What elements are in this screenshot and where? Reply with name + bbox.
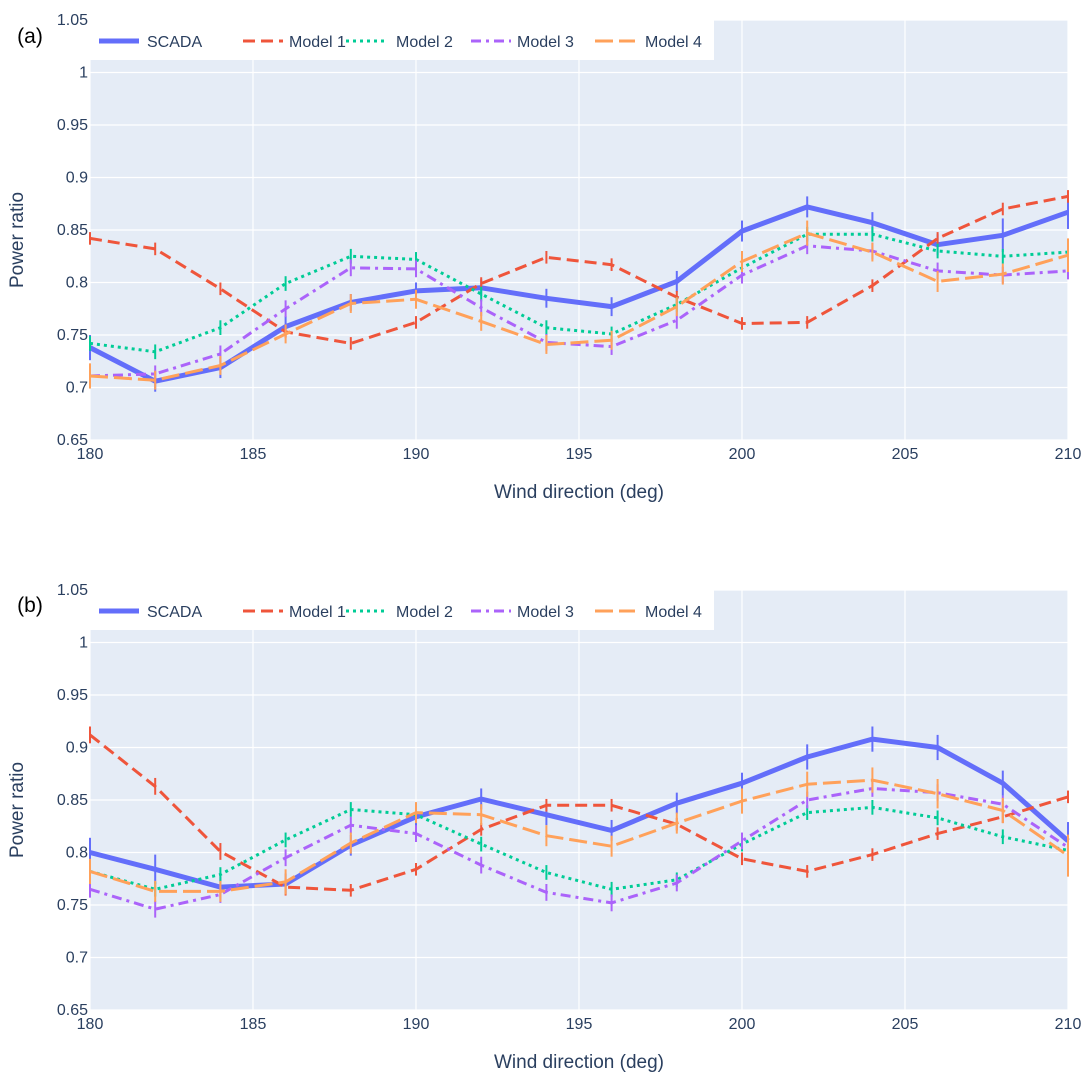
y-axis-title: Power ratio	[7, 762, 28, 858]
y-tick-label: 0.9	[66, 170, 88, 187]
y-tick-label: 0.75	[57, 897, 88, 914]
legend-label: Model 3	[517, 604, 574, 621]
legend-label: SCADA	[147, 34, 202, 51]
y-tick-label: 0.95	[57, 687, 88, 704]
x-tick-label: 205	[892, 1016, 919, 1033]
x-tick-label: 190	[403, 446, 430, 463]
x-tick-label: 200	[729, 1016, 756, 1033]
y-tick-label: 0.85	[57, 222, 88, 239]
legend-label: Model 3	[517, 34, 574, 51]
panel-label: (a)	[17, 25, 43, 48]
x-tick-label: 195	[566, 1016, 593, 1033]
legend-label: Model 4	[645, 604, 702, 621]
x-tick-label: 185	[240, 1016, 267, 1033]
legend-label: Model 1	[289, 604, 346, 621]
series-line	[89, 244, 1069, 378]
x-tick-label: 180	[77, 1016, 104, 1033]
y-axis-title: Power ratio	[7, 192, 28, 288]
series-model-4	[89, 220, 1069, 390]
series-model-1	[89, 726, 1069, 897]
legend: SCADA Model 1 Model 2 Model 3 Model 4	[90, 20, 714, 60]
legend-label: SCADA	[147, 604, 202, 621]
y-tick-label: 0.9	[66, 740, 88, 757]
legend: SCADA Model 1 Model 2 Model 3 Model 4	[90, 590, 714, 630]
y-tick-label: 1.05	[57, 582, 88, 599]
y-tick-label: 0.8	[66, 275, 88, 292]
y-tick-label: 0.65	[57, 432, 88, 449]
series-line	[89, 778, 1069, 893]
legend-label: Model 2	[396, 604, 453, 621]
legend-label: Model 1	[289, 34, 346, 51]
series-line	[88, 204, 1069, 384]
x-tick-label: 205	[892, 446, 919, 463]
x-tick-label: 200	[729, 446, 756, 463]
y-tick-label: 0.85	[57, 792, 88, 809]
panel-label: (b)	[17, 594, 43, 617]
panel-a-chart: 180 185 190 195 200 205 210 0.65 0.7 0.75 0.8 0.85 0…	[7, 12, 1081, 503]
y-tick-label: 0.65	[57, 1002, 88, 1019]
x-tick-label: 190	[403, 1016, 430, 1033]
series-line	[89, 733, 1069, 892]
legend-label: Model 2	[396, 34, 453, 51]
y-tick-label: 1	[79, 65, 88, 82]
y-tick-label: 0.7	[66, 380, 88, 397]
y-tick-label: 0.95	[57, 117, 88, 134]
panel-b-chart: 180 185 190 195 200 205 210 0.65 0.7 0.75 0.8 0.85 0…	[7, 582, 1081, 1073]
series-model-4	[89, 767, 1069, 902]
y-tick-label: 1.05	[57, 12, 88, 29]
legend-label: Model 4	[645, 34, 702, 51]
series-line	[89, 736, 1070, 890]
x-axis-title: Wind direction (deg)	[494, 482, 664, 503]
series-line	[89, 231, 1069, 382]
x-tick-label: 210	[1055, 1016, 1082, 1033]
x-axis-title: Wind direction (deg)	[494, 1052, 664, 1073]
series-line	[89, 787, 1069, 911]
x-tick-label: 180	[77, 446, 104, 463]
y-tick-label: 0.8	[66, 845, 88, 862]
y-tick-label: 0.7	[66, 950, 88, 967]
x-tick-label: 195	[566, 446, 593, 463]
x-tick-label: 210	[1055, 446, 1082, 463]
x-tick-label: 185	[240, 446, 267, 463]
y-tick-label: 0.75	[57, 327, 88, 344]
y-tick-label: 1	[79, 635, 88, 652]
